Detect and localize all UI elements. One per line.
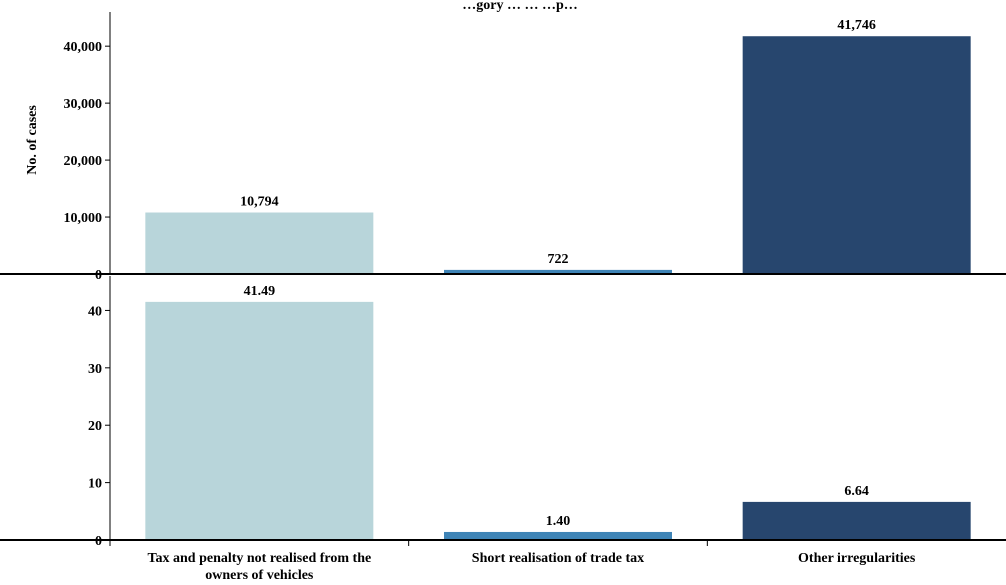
bar [145,212,374,274]
top-panel: 0 10,000 20,000 30,000 40,000 10,794 722 41,746 [0,12,1006,283]
y-tick-label: 30 [88,362,102,377]
y-tick-label: 0 [95,268,102,283]
data-label: 6.64 [844,484,869,499]
y-tick-label: 30,000 [64,97,103,112]
y-tick-label: 10,000 [64,211,103,226]
y-tick-label: 40 [88,304,102,319]
y-tick-label: 20 [88,419,102,434]
y-tick-label: 40,000 [64,40,103,55]
bar [444,531,672,540]
bar [742,36,971,274]
bar [742,501,971,540]
bar [145,301,374,540]
y-tick-label: 10 [88,477,102,492]
x-category-label: Other irregularities [798,551,916,566]
y-tick-label: 20,000 [64,154,103,169]
data-label: 41.49 [244,284,276,299]
bar [444,269,672,274]
data-label: 1.40 [546,514,571,529]
y-axis-title: No. of cases [25,105,40,175]
bottom-panel: 0 10 20 30 40 41.49 1.40 6.64 [0,276,1006,549]
chart-title: …gory … … …p… [462,0,578,13]
x-axis-categories: Tax and penalty not realised from the own… [109,540,916,583]
x-category-label: owners of vehicles [205,568,314,583]
x-category-label: Tax and penalty not realised from the [147,551,371,566]
x-category-label: Short realisation of trade tax [472,551,644,566]
data-label: 10,794 [240,195,279,210]
data-label: 41,746 [837,18,876,33]
y-tick-label: 0 [95,534,102,549]
data-label: 722 [548,252,569,267]
